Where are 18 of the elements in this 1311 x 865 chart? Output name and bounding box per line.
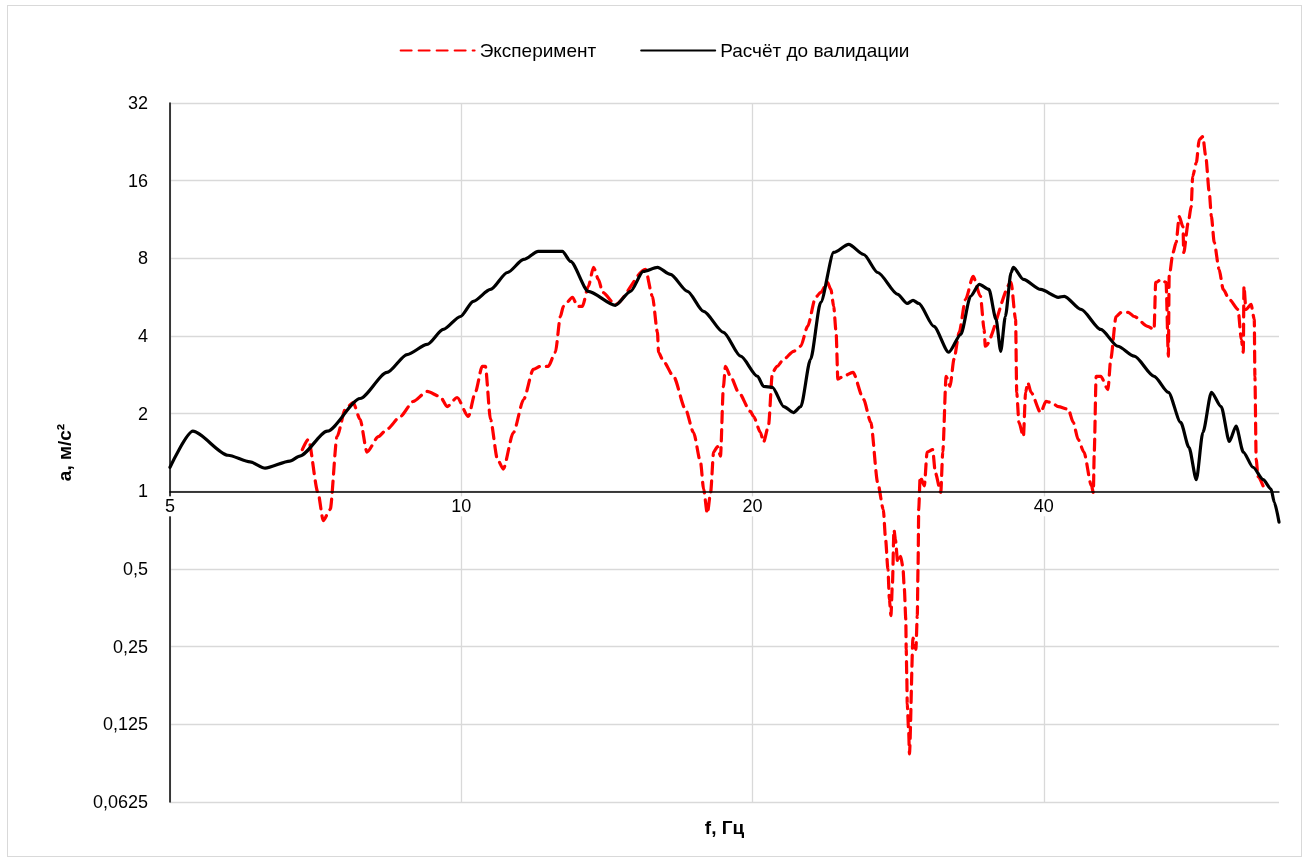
y-tick-label: 1 bbox=[137, 481, 148, 502]
x-axis-title: f, Гц bbox=[704, 817, 745, 838]
y-axis-title: a, м/с² bbox=[54, 423, 75, 482]
y-tick-label: 8 bbox=[137, 248, 148, 269]
y-tick-label: 2 bbox=[137, 403, 148, 424]
x-tick-label: 10 bbox=[451, 496, 472, 517]
y-tick-label: 0,0625 bbox=[92, 792, 148, 812]
y-tick-label: 4 bbox=[137, 326, 148, 346]
x-tick-label: 40 bbox=[1033, 496, 1054, 517]
y-tick-label: 0,25 bbox=[112, 636, 148, 657]
legend-label: Расчёт до валидации bbox=[720, 40, 910, 61]
y-tick-label: 16 bbox=[127, 170, 148, 191]
y-tick-label: 0,125 bbox=[102, 714, 148, 735]
x-tick-label: 20 bbox=[742, 496, 763, 517]
legend-label: Эксперимент bbox=[479, 40, 597, 61]
y-tick-label: 32 bbox=[127, 93, 148, 113]
y-tick-label: 0,5 bbox=[122, 559, 148, 579]
x-tick-label: 5 bbox=[164, 496, 176, 517]
